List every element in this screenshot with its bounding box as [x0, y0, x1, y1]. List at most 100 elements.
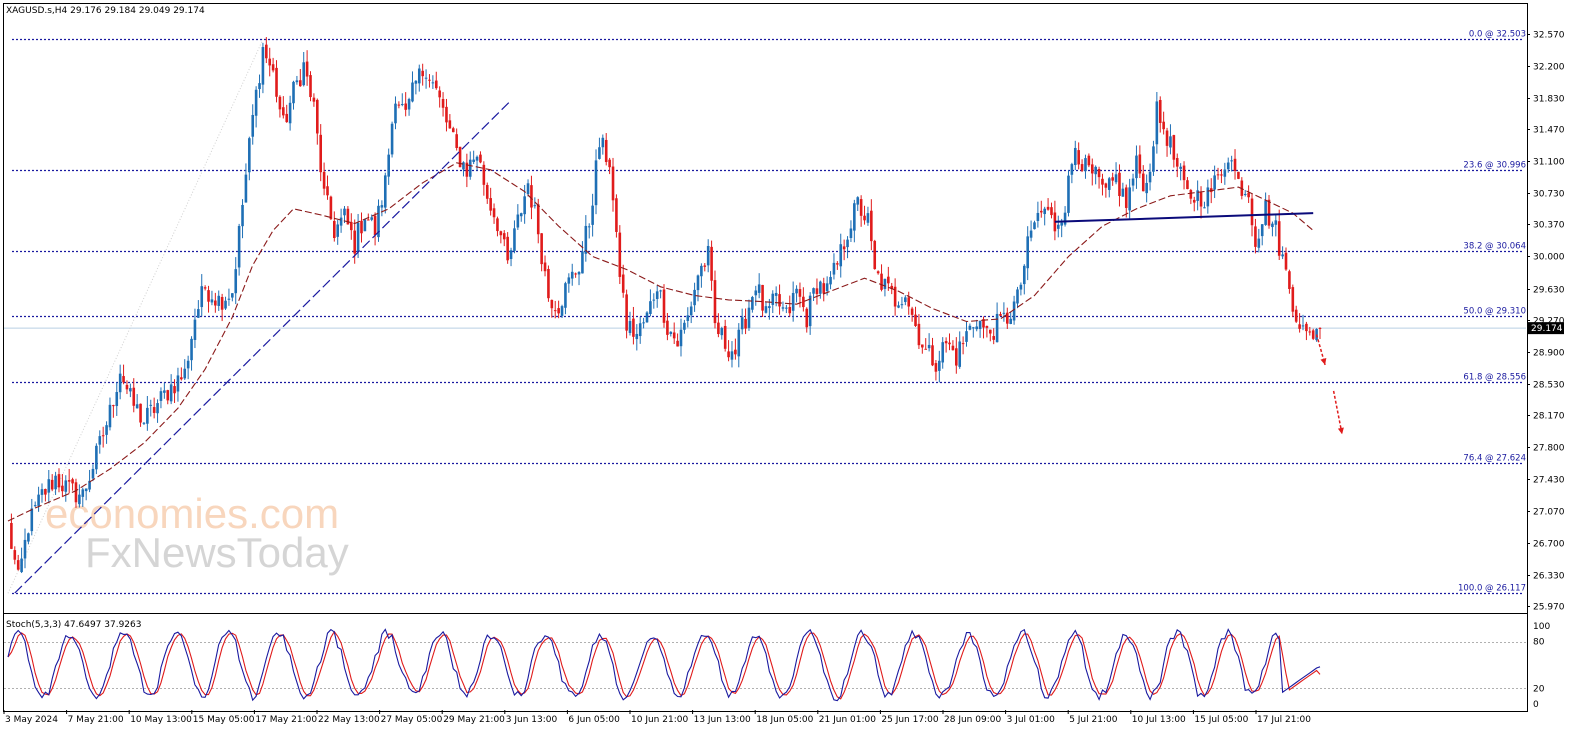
candle [883, 278, 887, 297]
candle-body [71, 479, 74, 484]
candle-body [180, 377, 183, 380]
candle [383, 172, 387, 214]
candle [747, 299, 751, 331]
candle-body [1186, 180, 1189, 190]
candle [1063, 206, 1067, 227]
candle [893, 278, 897, 316]
candle-body [1073, 147, 1077, 166]
candle-body [1233, 158, 1237, 171]
y-tick-label: 27.070 [1533, 508, 1565, 518]
candle [1101, 173, 1104, 196]
candle [543, 255, 547, 277]
candle-body [421, 70, 424, 77]
candle-body [849, 228, 853, 239]
candle [1179, 163, 1182, 181]
candle-body [744, 318, 747, 329]
candle [1077, 142, 1080, 170]
candle [530, 175, 533, 220]
candle-body [1199, 192, 1203, 207]
candle-body [1148, 171, 1152, 183]
candle [516, 204, 520, 230]
candle-body [383, 175, 387, 208]
candle [302, 52, 306, 87]
candle [526, 179, 530, 197]
candle [1033, 220, 1036, 230]
candle-body [676, 340, 679, 347]
arrow-head [1337, 427, 1344, 435]
candle [1090, 158, 1094, 186]
candle-body [1264, 200, 1267, 225]
candle-body [764, 306, 768, 313]
candle-body [587, 226, 591, 228]
y-tick-label: 30.730 [1533, 190, 1565, 200]
candle [47, 469, 51, 504]
candle-body [1036, 212, 1040, 221]
candle [900, 296, 904, 309]
candle [1281, 246, 1284, 260]
candle-body [390, 123, 394, 155]
candle [78, 484, 81, 508]
candle [1298, 313, 1301, 333]
candle [30, 498, 34, 536]
candle-body [37, 494, 40, 506]
candle-body [135, 404, 139, 409]
candle-body [955, 348, 958, 366]
candle-body [768, 306, 771, 309]
candle-body [1111, 177, 1114, 181]
candle [462, 161, 465, 177]
candle-body [686, 315, 690, 321]
candle-body [910, 308, 914, 315]
candle-body [1067, 175, 1070, 213]
candle [859, 195, 863, 227]
candle-body [258, 83, 261, 90]
candle-body [887, 276, 890, 284]
candle-body [961, 343, 965, 345]
candle-body [1237, 171, 1240, 179]
candle-body [424, 77, 428, 79]
candle [944, 337, 948, 353]
candle [876, 270, 880, 275]
candle-body [1308, 331, 1312, 333]
candle-body [248, 138, 251, 173]
candle-body [730, 351, 734, 360]
candle-body [513, 228, 516, 251]
candle [1084, 154, 1087, 179]
candle [737, 323, 741, 368]
candle [995, 302, 999, 343]
candle [1135, 145, 1138, 189]
candle [625, 289, 628, 339]
candle [135, 394, 139, 409]
candle-body [84, 488, 88, 492]
candle [380, 200, 384, 217]
y-tick-label: 32.200 [1533, 63, 1565, 73]
candle-body [227, 298, 231, 300]
candle [1172, 134, 1176, 168]
candle-body [856, 197, 860, 205]
candle [91, 464, 95, 482]
candle [540, 233, 543, 272]
candle [445, 98, 448, 132]
candle-body [125, 384, 129, 390]
candle-body [774, 292, 778, 296]
candle [1247, 185, 1250, 203]
candle-body [1016, 289, 1019, 304]
fib-label: 0.0 @ 32.503 [1469, 30, 1526, 40]
y-tick-label: 25.970 [1533, 603, 1565, 613]
candle-body [288, 102, 292, 124]
candle [146, 396, 149, 431]
candle-body [1223, 169, 1227, 177]
candle [451, 126, 455, 133]
candle [853, 199, 856, 243]
candle-body [10, 522, 13, 549]
candle-body [662, 289, 666, 323]
candle-body [781, 307, 785, 309]
candle-body [377, 205, 380, 238]
candle [506, 232, 509, 264]
candles [10, 37, 1322, 574]
candle [234, 257, 238, 305]
candle [832, 253, 836, 280]
fib-label: 61.8 @ 28.556 [1463, 373, 1526, 383]
candle [676, 333, 679, 347]
